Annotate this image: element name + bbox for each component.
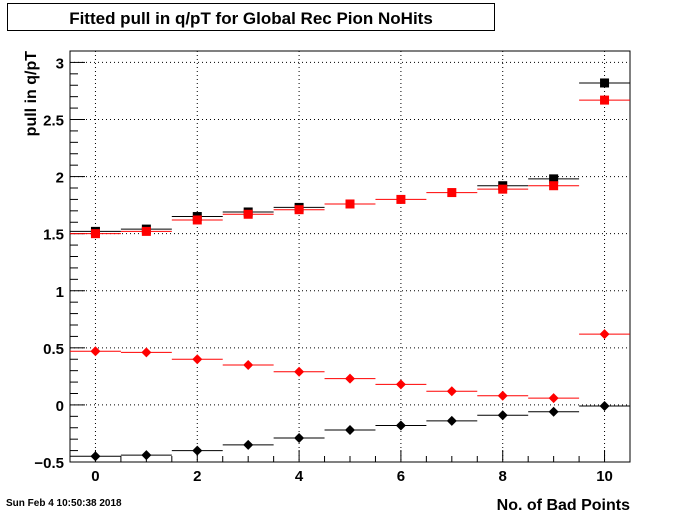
plot-frame bbox=[69, 50, 631, 463]
data-point-square bbox=[498, 184, 508, 194]
data-point-diamond bbox=[345, 373, 355, 384]
data-marks bbox=[70, 78, 630, 462]
tick-labels: 0 2 4 6 8 10 −0.5 0 0.5 1 1.5 2 2.5 3 bbox=[34, 55, 613, 485]
data-point-square bbox=[396, 194, 406, 204]
data-point-diamond bbox=[243, 359, 254, 370]
x-tick-label: 10 bbox=[596, 468, 613, 485]
x-tick-label: 4 bbox=[295, 468, 304, 485]
y-tick-label: 2 bbox=[56, 170, 64, 187]
y-tick-label: 1 bbox=[56, 284, 64, 301]
y-tick-label: 1.5 bbox=[43, 227, 64, 244]
y-axis-title: pull in q/pT bbox=[23, 51, 40, 137]
data-point-diamond bbox=[497, 390, 508, 401]
data-point-diamond bbox=[446, 415, 457, 426]
timestamp-footer: Sun Feb 4 10:50:38 2018 bbox=[6, 498, 122, 509]
data-point-square bbox=[600, 78, 610, 88]
x-tick-label: 0 bbox=[91, 468, 99, 485]
grid-lines bbox=[70, 51, 630, 463]
data-point-diamond bbox=[90, 346, 101, 357]
data-point-diamond bbox=[599, 401, 610, 412]
data-point-diamond bbox=[345, 425, 355, 436]
data-point-diamond bbox=[90, 451, 101, 462]
data-point-square bbox=[294, 205, 304, 215]
data-point-square bbox=[549, 181, 559, 191]
data-point-diamond bbox=[294, 433, 305, 444]
data-point-diamond bbox=[395, 420, 406, 431]
x-axis-title: No. of Bad Points bbox=[497, 497, 630, 514]
data-point-square bbox=[90, 229, 100, 239]
chart-title-box: Fitted pull in q/pT for Global Rec Pion … bbox=[7, 3, 495, 31]
axis-ticks bbox=[70, 61, 606, 463]
data-point-diamond bbox=[192, 354, 203, 365]
data-point-diamond bbox=[192, 445, 203, 456]
data-point-diamond bbox=[243, 439, 254, 450]
data-point-square bbox=[243, 209, 253, 219]
y-tick-label: 2.5 bbox=[43, 113, 64, 130]
chart-title: Fitted pull in q/pT for Global Rec Pion … bbox=[69, 9, 433, 28]
data-point-square bbox=[192, 215, 202, 225]
data-point-diamond bbox=[446, 386, 457, 397]
x-tick-label: 8 bbox=[499, 468, 507, 485]
x-tick-label: 2 bbox=[193, 468, 201, 485]
data-point-diamond bbox=[141, 450, 152, 461]
data-point-square bbox=[447, 188, 457, 198]
y-tick-label: 0.5 bbox=[43, 341, 64, 358]
data-point-diamond bbox=[599, 329, 610, 340]
y-tick-label: 3 bbox=[56, 55, 64, 72]
y-tick-label: 0 bbox=[56, 398, 64, 415]
data-point-square bbox=[345, 199, 355, 209]
data-point-diamond bbox=[548, 393, 559, 404]
data-point-diamond bbox=[395, 379, 406, 390]
x-tick-label: 6 bbox=[397, 468, 405, 485]
data-point-square bbox=[141, 226, 151, 236]
y-tick-label: −0.5 bbox=[34, 455, 64, 472]
data-point-square bbox=[600, 95, 610, 105]
data-point-diamond bbox=[497, 410, 508, 421]
data-point-square bbox=[549, 174, 559, 184]
data-point-diamond bbox=[294, 366, 305, 377]
data-point-diamond bbox=[548, 406, 559, 417]
data-point-diamond bbox=[141, 347, 152, 358]
